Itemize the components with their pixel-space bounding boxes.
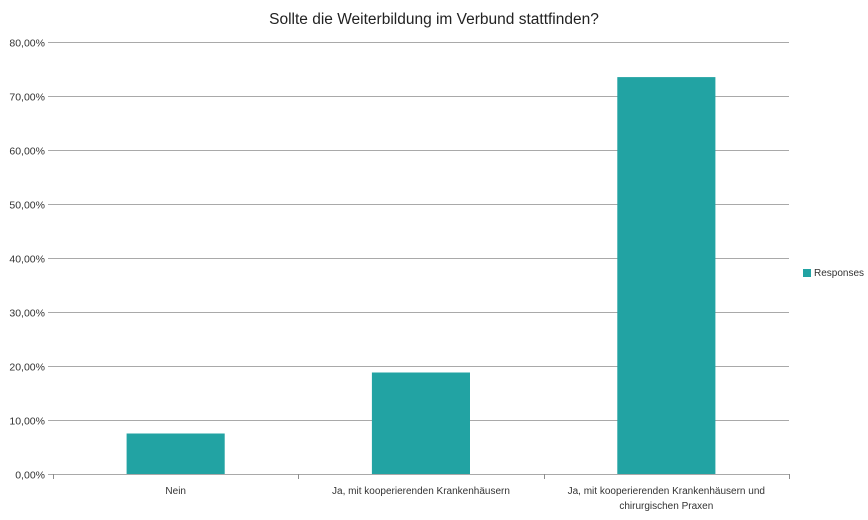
- bar-responses: [126, 433, 225, 474]
- y-tick-label: 70,00%: [9, 92, 45, 104]
- y-tick-label: 80,00%: [9, 38, 45, 50]
- legend-label-responses: Responses: [814, 268, 864, 279]
- bar-responses: [371, 372, 470, 474]
- y-tick-label: 50,00%: [9, 200, 45, 212]
- bar-responses: [617, 77, 716, 474]
- legend-swatch-responses: [803, 269, 811, 277]
- bars: [126, 77, 716, 474]
- y-tick-label: 60,00%: [9, 146, 45, 158]
- x-category-label: Ja, mit kooperierenden Krankenhäusern un…: [568, 486, 765, 497]
- y-tick-label: 0,00%: [15, 470, 45, 482]
- y-tick-label: 20,00%: [9, 362, 45, 374]
- x-category-label: Ja, mit kooperierenden Krankenhäusern: [332, 486, 510, 497]
- legend: Responses: [803, 268, 864, 279]
- x-category-label: Nein: [165, 486, 186, 497]
- x-category-label: chirurgischen Praxen: [619, 501, 713, 512]
- gridlines: [48, 42, 789, 475]
- y-axis: 0,00% 10,00% 20,00% 30,00% 40,00% 50,00% 60,00…: [9, 38, 45, 482]
- x-axis: Nein Ja, mit kooperierenden Krankenhäuser…: [53, 474, 790, 512]
- y-tick-label: 30,00%: [9, 308, 45, 320]
- chart-title: Sollte die Weiterbildung im Verbund stat…: [269, 11, 599, 28]
- y-tick-label: 10,00%: [9, 416, 45, 428]
- y-tick-label: 40,00%: [9, 254, 45, 266]
